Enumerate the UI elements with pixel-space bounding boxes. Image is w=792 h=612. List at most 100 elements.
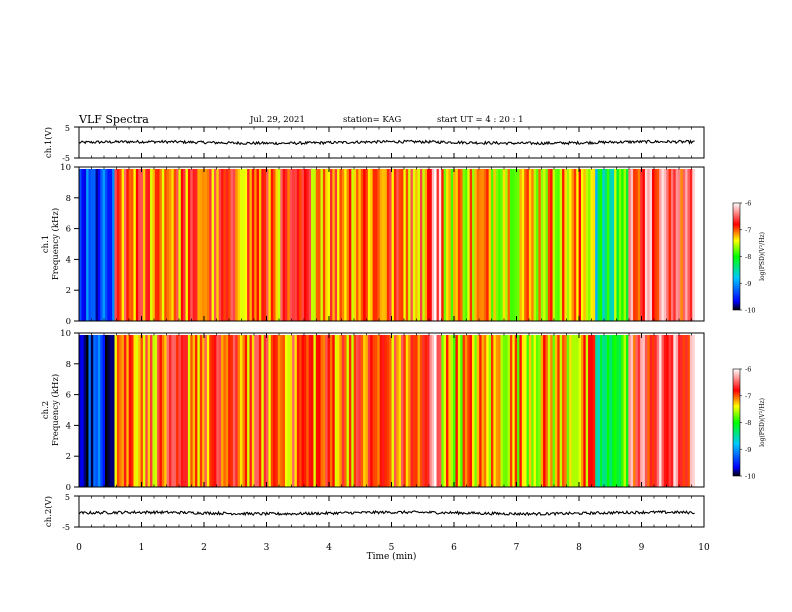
x-tick-label: 1 [139, 543, 145, 553]
spectrogram-column [595, 169, 598, 321]
spectrogram-column [202, 169, 205, 321]
x-tick-label: 3 [264, 543, 270, 553]
spectrogram-column [100, 335, 104, 487]
spectrogram-column [88, 169, 92, 321]
spectrogram-column [225, 335, 229, 487]
spectrogram-column [550, 169, 553, 321]
spectrogram-column [81, 335, 85, 487]
spectrogram-column [507, 335, 511, 487]
spectrogram-column [460, 335, 463, 487]
spectrogram-column [370, 335, 374, 487]
spectrogram-column [597, 169, 601, 321]
spectrogram-column [277, 169, 281, 321]
spectrogram-column [623, 335, 627, 487]
spectrogram-column [377, 169, 381, 321]
spectrogram-column [315, 335, 319, 487]
spectrogram-column [218, 335, 222, 487]
spectrogram-column [79, 335, 82, 487]
spectrogram-column [481, 169, 485, 321]
spectrogram-column [429, 335, 433, 487]
spectrogram-column [486, 335, 490, 487]
spectrogram-column [123, 169, 127, 321]
spectrogram-column [625, 335, 629, 487]
spectrogram_ch1-colorbar [732, 202, 741, 311]
spectrogram-column [545, 169, 549, 321]
spectrogram-column [131, 335, 134, 487]
date-label: Jul. 29, 2021 [250, 115, 305, 125]
spectrogram-column [240, 335, 243, 487]
spectrogram-column [663, 169, 667, 321]
spectrogram-column [576, 169, 580, 321]
spectrogram-column [590, 335, 594, 487]
waveform_ch2-panel: 5 -5 ch.2(V) [43, 493, 705, 532]
spectrogram-column [590, 169, 594, 321]
spectrogram-column [673, 169, 677, 321]
spectrogram-column [628, 169, 632, 321]
spectrogram-column [647, 169, 651, 321]
spectrogram-column [464, 169, 468, 321]
spectrogram-column [654, 335, 658, 487]
spectrogram-column [514, 335, 518, 487]
spectrogram-column [637, 335, 641, 487]
spectrogram-column [661, 335, 665, 487]
spectrogram-column [185, 335, 189, 487]
spectrogram-column [138, 169, 141, 321]
spectrogram-column [602, 335, 606, 487]
spectrogram-column [183, 169, 186, 321]
spectrogram-column [119, 335, 123, 487]
spectrogram-column [417, 169, 421, 321]
spectrogram-column [306, 335, 310, 487]
spectrogram-column [358, 169, 362, 321]
spectrogram-column [318, 169, 321, 321]
spectrogram-column [670, 169, 674, 321]
spectrogram-column [692, 335, 696, 487]
spectrogram-column [427, 335, 430, 487]
spectrogram-column [209, 169, 212, 321]
spectrogram-column [275, 169, 279, 321]
y-tick-label: 10 [60, 163, 71, 173]
spectrogram-column [164, 335, 168, 487]
spectrogram_ch2-colorbar-label: log(PSD)(V²/Hz) [759, 398, 766, 447]
spectrogram-column [228, 335, 231, 487]
spectrogram-column [187, 169, 191, 321]
spectrogram-column [554, 169, 558, 321]
spectrogram-column [429, 169, 433, 321]
spectrogram-column [176, 169, 179, 321]
spectrogram-column [277, 335, 281, 487]
spectrogram-column [161, 169, 165, 321]
spectrogram-column [379, 169, 383, 321]
spectrogram-column [663, 335, 667, 487]
spectrogram-column [140, 335, 144, 487]
spectrogram-column [112, 335, 115, 487]
spectrogram-column [206, 335, 210, 487]
spectrogram-column [668, 169, 672, 321]
spectrogram-column [105, 169, 108, 321]
spectrogram-column [569, 169, 572, 321]
spectrogram-column [455, 169, 459, 321]
y-tick-label: -5 [62, 523, 70, 532]
spectrogram-column [235, 169, 239, 321]
spectrogram-column [230, 169, 234, 321]
spectrogram-column [403, 335, 407, 487]
spectrogram-column [550, 335, 553, 487]
spectrogram-column [543, 335, 546, 487]
spectrogram-column [500, 335, 504, 487]
spectrogram-column [488, 169, 492, 321]
spectrogram-column [166, 169, 170, 321]
spectrogram-column [547, 335, 551, 487]
spectrogram-column [83, 335, 87, 487]
spectrogram-column [256, 335, 260, 487]
waveform_ch1-trace [78, 139, 695, 146]
y-tick-label: 6 [66, 225, 71, 235]
spectrogram-column [673, 335, 677, 487]
spectrogram-column [256, 169, 260, 321]
spectrogram-column [576, 335, 580, 487]
y-tick-label: 4 [66, 255, 71, 265]
spectrogram-column [509, 335, 513, 487]
spectrogram-column [168, 169, 172, 321]
spectrogram-column [618, 169, 622, 321]
spectrogram-column [486, 169, 490, 321]
spectrogram-column [289, 335, 293, 487]
spectrogram-column [467, 335, 471, 487]
